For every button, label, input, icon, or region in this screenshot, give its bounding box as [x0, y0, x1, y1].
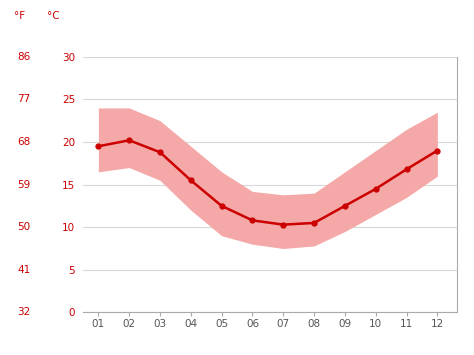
Text: °F: °F [14, 11, 25, 21]
Text: °C: °C [47, 11, 60, 21]
Text: 77: 77 [17, 94, 30, 104]
Text: 68: 68 [17, 137, 30, 147]
Text: 50: 50 [18, 222, 30, 232]
Text: 59: 59 [17, 180, 30, 190]
Text: 41: 41 [17, 265, 30, 275]
Text: 32: 32 [17, 307, 30, 317]
Text: 86: 86 [17, 52, 30, 62]
